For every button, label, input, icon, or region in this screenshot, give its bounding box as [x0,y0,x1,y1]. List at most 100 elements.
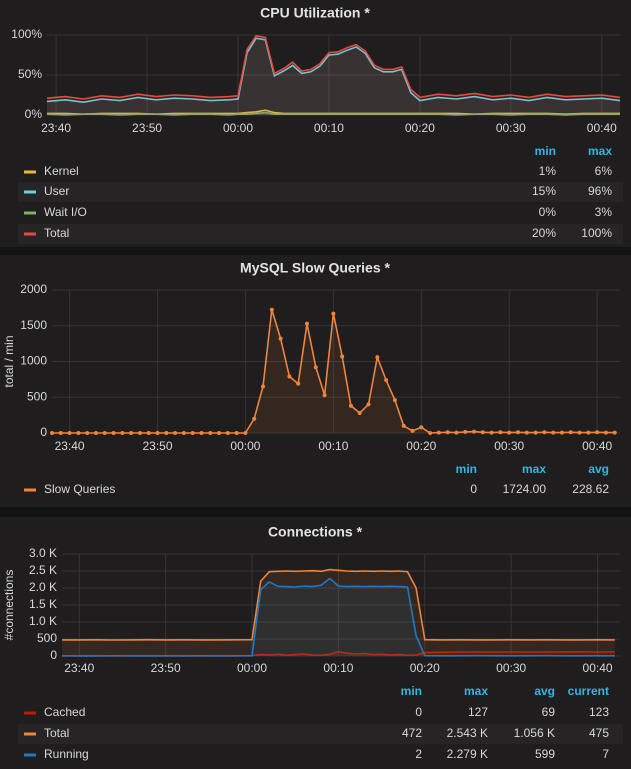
data-point [595,430,600,435]
y-tick-label: 50% [18,67,42,81]
data-point [120,431,125,435]
data-point [111,431,116,435]
data-point [507,430,512,435]
legend-swatch [24,211,36,215]
legend-header: current [568,684,609,698]
legend-value: 475 [589,726,609,740]
y-tick-label: 0 [40,425,47,439]
data-point [463,429,468,434]
legend-swatch [24,732,36,736]
data-point [243,431,248,435]
legend-swatch [24,488,36,492]
legend-value: 472 [402,726,422,740]
data-point [313,365,318,370]
x-tick-label: 00:10 [314,121,344,135]
legend-header: min [535,144,556,158]
data-point [516,430,521,435]
legend-value: 599 [535,747,555,761]
panel-title: MySQL Slow Queries * [240,260,390,276]
legend-header: min [401,684,422,698]
legend-swatch [24,753,36,757]
panel-title: Connections * [268,524,363,540]
data-point [472,429,477,434]
legend-value: 20% [532,226,556,240]
legend-value: 1.056 K [514,726,555,740]
y-tick-label: 0% [25,107,43,121]
legend-value: 3% [595,205,613,219]
data-point [366,402,371,407]
x-tick-label: 23:40 [55,439,85,453]
legend-row-bg [18,224,623,244]
data-point [436,430,441,435]
data-point [190,431,195,435]
legend-name: Total [44,226,69,240]
data-point [129,431,134,435]
data-point [586,430,591,435]
legend-value: 123 [589,705,609,719]
x-tick-label: 00:00 [230,439,260,453]
data-point [392,398,397,403]
data-point [146,431,151,435]
data-point [261,384,266,389]
legend-value: 2.543 K [447,726,488,740]
legend-value: 96% [588,184,612,198]
legend-name: Wait I/O [44,205,87,219]
data-point [234,431,239,435]
data-point [322,393,327,398]
x-tick-label: 00:40 [587,121,617,135]
data-point [524,430,529,435]
y-axis-label: #connections [2,570,16,641]
data-point [278,336,283,341]
data-point [85,431,90,435]
panel [0,0,631,247]
data-point [348,403,353,408]
legend-header: min [456,462,477,476]
data-point [375,355,380,360]
data-point [480,430,485,435]
legend-value: 69 [542,705,556,719]
x-tick-label: 00:00 [223,121,253,135]
y-tick-label: 2000 [20,282,47,296]
data-point [603,430,608,435]
data-point [419,425,424,430]
legend-value: 2.279 K [447,747,488,761]
data-point [357,410,362,415]
legend-header: max [522,462,546,476]
legend-value: 127 [468,705,488,719]
x-tick-label: 00:40 [583,661,613,675]
data-point [50,431,54,435]
legend-swatch [24,170,36,174]
x-tick-label: 00:30 [496,661,526,675]
x-tick-label: 00:30 [496,121,526,135]
y-tick-label: 3.0 K [29,546,57,560]
x-tick-label: 23:50 [142,439,172,453]
series-area [52,309,615,433]
y-tick-label: 1.5 K [29,597,57,611]
data-point [199,431,204,435]
legend-swatch [24,232,36,236]
data-point [155,431,160,435]
data-point [181,431,186,435]
data-point [340,354,345,359]
data-point [559,430,564,435]
x-tick-label: 00:00 [237,661,267,675]
data-point [454,430,459,435]
data-point [577,430,582,435]
series-line [62,568,615,641]
legend-swatch [24,190,36,194]
y-tick-label: 1000 [20,354,47,368]
data-point [568,430,573,435]
legend-name: User [44,184,69,198]
data-point [67,431,72,435]
data-point [304,321,309,326]
data-point [331,311,336,316]
data-point [296,381,301,386]
data-point [164,431,169,435]
x-tick-label: 00:10 [323,661,353,675]
series-area [62,578,615,656]
legend-header: avg [534,684,555,698]
data-point [208,431,213,435]
data-point [76,431,81,435]
series-area [47,35,620,115]
